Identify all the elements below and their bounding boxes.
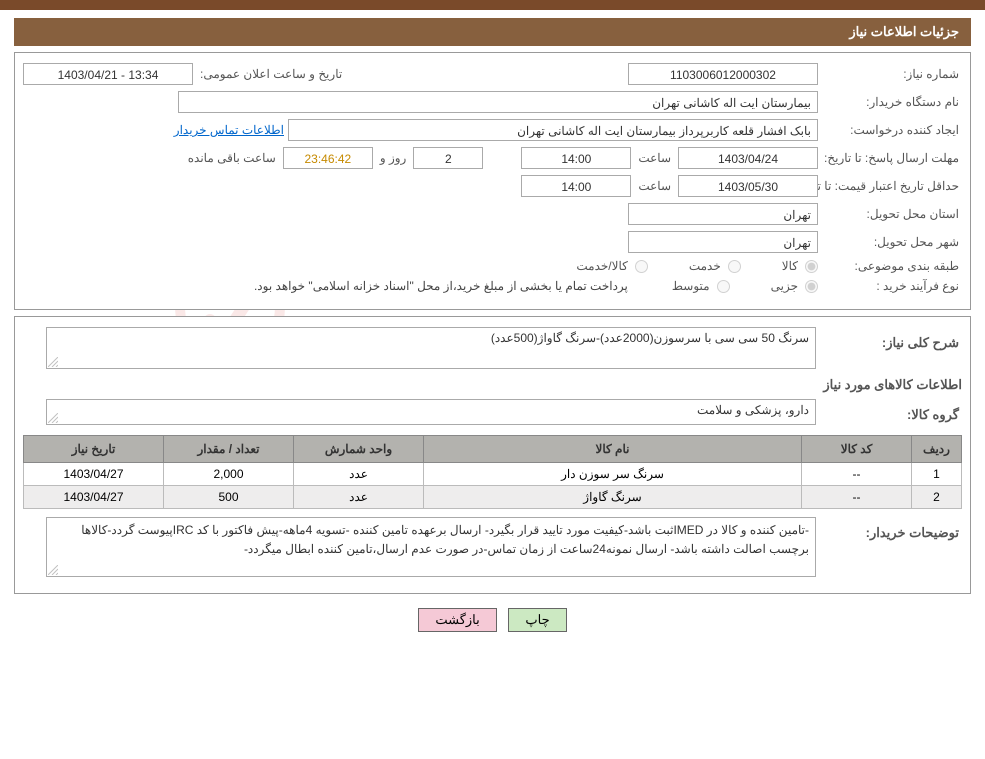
buyer-org-value: بیمارستان ایت اله کاشانی تهران <box>178 91 818 113</box>
price-validity-label-text: حداقل تاریخ اعتبار قیمت: <box>835 179 959 193</box>
day-and-label: روز و <box>377 151 410 165</box>
price-validity-time: 14:00 <box>521 175 631 197</box>
category-goods-radio <box>805 260 818 273</box>
delivery-province-value: تهران <box>628 203 818 225</box>
summary-value: سرنگ 50 سی سی با سرسوزن(2000عدد)-سرنگ گا… <box>46 327 816 369</box>
details-panel: شماره نیاز: 1103006012000302 تاریخ و ساع… <box>14 52 971 310</box>
table-cell: 2 <box>912 486 962 509</box>
th-row: ردیف <box>912 436 962 463</box>
top-bar <box>0 0 985 10</box>
table-cell: -- <box>802 486 912 509</box>
table-cell: عدد <box>294 463 424 486</box>
purchase-type-label: نوع فرآیند خرید : <box>822 279 962 293</box>
table-cell: 500 <box>164 486 294 509</box>
announce-datetime-value: 13:34 - 1403/04/21 <box>23 63 193 85</box>
category-service-radio <box>728 260 741 273</box>
page-title: جزئیات اطلاعات نیاز <box>14 18 971 46</box>
price-validity-label: حداقل تاریخ اعتبار قیمت: تا تاریخ: <box>822 179 962 193</box>
buyer-contact-link[interactable]: اطلاعات تماس خریدار <box>174 123 284 137</box>
to-date-label-text: تا تاریخ: <box>824 151 862 165</box>
delivery-city-label: شهر محل تحویل: <box>822 235 962 249</box>
items-panel: شرح کلی نیاز: سرنگ 50 سی سی با سرسوزن(20… <box>14 316 971 594</box>
delivery-province-label: استان محل تحویل: <box>822 207 962 221</box>
countdown-value: 23:46:42 <box>283 147 373 169</box>
table-cell: 1 <box>912 463 962 486</box>
table-row: 1--سرنگ سر سوزن دارعدد2,0001403/04/27 <box>24 463 962 486</box>
table-cell: -- <box>802 463 912 486</box>
category-label: طبقه بندی موضوعی: <box>822 259 962 273</box>
purchase-partial-radio <box>805 280 818 293</box>
purchase-medium-radio <box>717 280 730 293</box>
pt-medium-label: متوسط <box>669 279 713 293</box>
time-label-1: ساعت <box>635 151 674 165</box>
th-unit: واحد شمارش <box>294 436 424 463</box>
items-table: ردیف کد کالا نام کالا واحد شمارش تعداد /… <box>23 435 962 509</box>
table-cell: 1403/04/27 <box>24 486 164 509</box>
resize-handle-icon <box>48 413 58 423</box>
category-goods-service-radio <box>635 260 648 273</box>
cat-service-label: خدمت <box>686 259 724 273</box>
table-header-row: ردیف کد کالا نام کالا واحد شمارش تعداد /… <box>24 436 962 463</box>
need-number-label: شماره نیاز: <box>822 67 962 81</box>
reply-time-value: 14:00 <box>521 147 631 169</box>
button-row: چاپ بازگشت <box>0 608 985 632</box>
requester-value: بابک افشار قلعه کاربرپرداز بیمارستان ایت… <box>288 119 818 141</box>
th-qty: تعداد / مقدار <box>164 436 294 463</box>
group-label: گروه کالا: <box>822 407 962 423</box>
cat-goods-label: کالا <box>779 259 801 273</box>
summary-label: شرح کلی نیاز: <box>822 335 962 351</box>
resize-handle-icon <box>48 357 58 367</box>
table-cell: سرنگ سر سوزن دار <box>424 463 802 486</box>
announce-datetime-label: تاریخ و ساعت اعلان عمومی: <box>197 67 345 81</box>
reply-deadline-label: مهلت ارسال پاسخ: تا تاریخ: <box>822 151 962 165</box>
need-number-value: 1103006012000302 <box>628 63 818 85</box>
reply-deadline-label-text: مهلت ارسال پاسخ: <box>865 151 959 165</box>
price-validity-date: 1403/05/30 <box>678 175 818 197</box>
th-name: نام کالا <box>424 436 802 463</box>
group-value: دارو، پزشکی و سلامت <box>46 399 816 425</box>
time-label-2: ساعت <box>635 179 674 193</box>
cat-goods-service-label: کالا/خدمت <box>573 259 630 273</box>
buyer-org-label: نام دستگاه خریدار: <box>822 95 962 109</box>
remaining-label: ساعت باقی مانده <box>185 151 279 165</box>
print-button[interactable]: چاپ <box>508 608 566 632</box>
buyer-notes-label: توضیحات خریدار: <box>822 525 962 541</box>
buyer-notes-value: -تامین کننده و کالا در IMEDثبت باشد-کیفی… <box>46 517 816 577</box>
table-row: 2--سرنگ گاواژعدد5001403/04/27 <box>24 486 962 509</box>
delivery-city-value: تهران <box>628 231 818 253</box>
table-cell: 2,000 <box>164 463 294 486</box>
back-button[interactable]: بازگشت <box>418 608 496 632</box>
pt-partial-label: جزیی <box>768 279 801 293</box>
resize-handle-icon <box>48 565 58 575</box>
table-cell: 1403/04/27 <box>24 463 164 486</box>
requester-label: ایجاد کننده درخواست: <box>822 123 962 137</box>
table-cell: سرنگ گاواژ <box>424 486 802 509</box>
items-title: اطلاعات کالاهای مورد نیاز <box>25 377 962 393</box>
days-remain-value: 2 <box>413 147 483 169</box>
th-code: کد کالا <box>802 436 912 463</box>
table-cell: عدد <box>294 486 424 509</box>
th-date: تاریخ نیاز <box>24 436 164 463</box>
reply-date-value: 1403/04/24 <box>678 147 818 169</box>
payment-note: پرداخت تمام یا بخشی از مبلغ خرید،از محل … <box>251 279 631 293</box>
